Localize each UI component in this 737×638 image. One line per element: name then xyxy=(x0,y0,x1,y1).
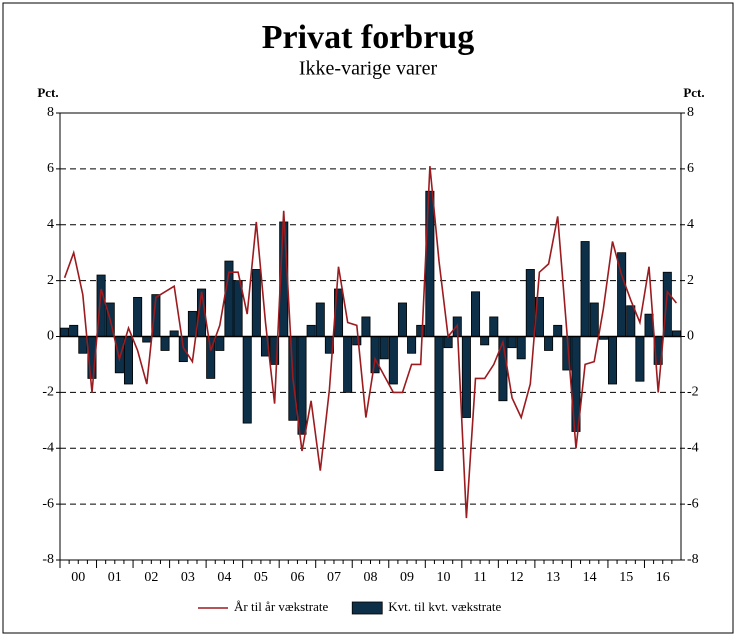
y2-tick-label: 6 xyxy=(687,161,694,176)
y-tick-label: 8 xyxy=(47,105,54,120)
x-tick-label: 13 xyxy=(546,570,560,585)
bar xyxy=(626,305,636,337)
y-tick-label: 4 xyxy=(47,217,54,232)
bar xyxy=(297,336,307,435)
chart-subtitle: Ikke-varige varer xyxy=(299,58,438,80)
bar xyxy=(133,296,143,337)
y2-tick-label: -2 xyxy=(687,385,699,400)
y2-tick-label: -4 xyxy=(687,440,699,455)
bar xyxy=(443,336,453,349)
y-tick-label: -6 xyxy=(42,496,54,511)
y-axis-label: Pct. xyxy=(37,85,58,100)
bar xyxy=(315,302,325,337)
x-tick-label: 12 xyxy=(510,570,524,585)
bar xyxy=(416,324,426,337)
y-tick-label: -2 xyxy=(42,385,54,400)
bar xyxy=(306,324,316,337)
x-tick-label: 14 xyxy=(583,570,597,585)
x-tick-label: 07 xyxy=(327,570,341,585)
y-tick-label: 6 xyxy=(47,161,54,176)
bar xyxy=(589,302,599,337)
bar xyxy=(379,336,389,360)
y-tick-label: -8 xyxy=(42,552,54,567)
bar xyxy=(343,336,353,393)
bar xyxy=(123,336,134,385)
line-series xyxy=(63,166,678,519)
y2-tick-label: 2 xyxy=(687,273,694,288)
bar xyxy=(461,336,471,418)
bar xyxy=(480,336,490,346)
bar xyxy=(114,336,124,374)
bar xyxy=(69,324,79,337)
y2-tick-label: 4 xyxy=(687,217,694,232)
x-tick-label: 04 xyxy=(217,570,231,585)
x-tick-label: 10 xyxy=(437,570,451,585)
x-tick-label: 11 xyxy=(473,570,486,585)
bar xyxy=(169,330,179,337)
bar xyxy=(553,324,563,337)
bar xyxy=(525,269,535,337)
bar xyxy=(671,330,681,337)
y2-tick-label: 0 xyxy=(687,329,694,344)
y2-tick-label: -6 xyxy=(687,496,699,511)
bar xyxy=(407,336,417,354)
x-tick-label: 06 xyxy=(290,570,304,585)
y-tick-label: 2 xyxy=(47,273,54,288)
bar xyxy=(644,313,654,337)
bar xyxy=(187,310,197,337)
bar xyxy=(607,336,618,385)
bar xyxy=(397,302,407,337)
x-tick-label: 02 xyxy=(144,570,158,585)
legend-label: År til år vækstrate xyxy=(234,599,328,614)
x-tick-label: 09 xyxy=(400,570,414,585)
bar xyxy=(489,316,499,337)
bar xyxy=(60,327,70,337)
x-tick-label: 05 xyxy=(254,570,268,585)
x-tick-label: 03 xyxy=(181,570,195,585)
chart-title: Privat forbrug xyxy=(262,19,474,56)
bar xyxy=(580,241,590,337)
bar xyxy=(370,336,380,374)
legend-swatch xyxy=(351,601,383,615)
bar xyxy=(361,316,371,337)
bar xyxy=(507,336,517,349)
x-tick-label: 00 xyxy=(71,570,85,585)
x-tick-label: 15 xyxy=(619,570,633,585)
x-tick-label: 08 xyxy=(364,570,378,585)
bar xyxy=(516,336,526,360)
x-tick-label: 16 xyxy=(656,570,670,585)
bar xyxy=(251,269,261,337)
bar xyxy=(215,336,225,351)
y2-tick-label: -8 xyxy=(687,552,699,567)
bar xyxy=(78,336,88,354)
bar xyxy=(635,336,645,382)
bar xyxy=(388,336,398,385)
bar xyxy=(434,336,444,472)
bar xyxy=(142,336,152,343)
bar xyxy=(160,336,170,351)
bar xyxy=(352,336,362,346)
legend-label: Kvt. til kvt. vækstrate xyxy=(388,599,501,614)
bar xyxy=(544,336,554,351)
y2-tick-label: 8 xyxy=(687,105,694,120)
y-tick-label: 0 xyxy=(47,329,54,344)
bar xyxy=(242,336,252,424)
y2-axis-label: Pct. xyxy=(683,85,704,100)
x-tick-label: 01 xyxy=(108,570,122,585)
y-tick-label: -4 xyxy=(42,440,54,455)
bar xyxy=(471,291,481,337)
